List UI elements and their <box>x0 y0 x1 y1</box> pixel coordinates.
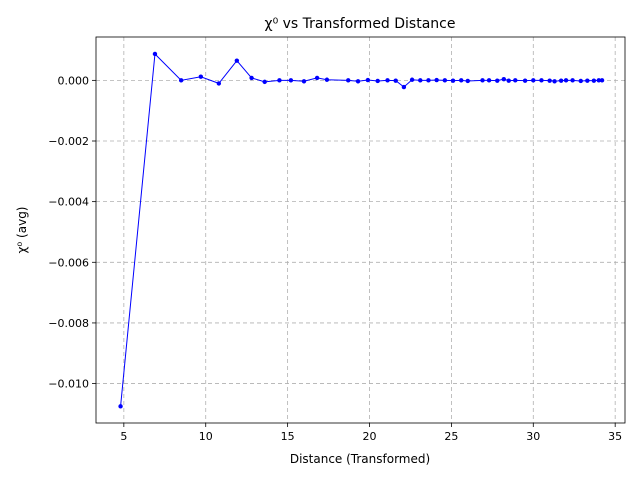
x-axis-label: Distance (Transformed) <box>290 452 430 466</box>
data-point <box>216 81 222 86</box>
data-point <box>563 78 569 83</box>
data-point <box>262 79 267 85</box>
data-point <box>385 78 390 83</box>
data-point <box>178 78 184 83</box>
x-tick-label: 15 <box>281 430 295 443</box>
data-point <box>501 76 507 82</box>
series-layer <box>118 51 605 409</box>
data-point <box>450 78 456 83</box>
data-point <box>465 78 470 84</box>
data-point <box>531 78 536 83</box>
data-point <box>442 78 448 83</box>
x-tick-label: 25 <box>444 430 458 443</box>
plot-area <box>96 37 625 423</box>
data-point <box>234 58 240 63</box>
grid-lines <box>96 37 625 423</box>
data-point <box>552 79 557 84</box>
data-point <box>277 78 282 83</box>
data-point <box>418 78 423 83</box>
data-point <box>288 78 294 83</box>
data-point <box>365 77 371 83</box>
data-point <box>506 78 511 83</box>
data-point <box>522 78 528 83</box>
data-point <box>393 78 398 83</box>
data-point <box>578 78 583 84</box>
data-point <box>375 78 380 84</box>
data-point <box>152 51 158 57</box>
data-point <box>355 79 361 84</box>
data-point <box>301 79 307 84</box>
plot-frame <box>95 36 626 424</box>
data-point <box>599 78 605 83</box>
data-point <box>118 404 123 409</box>
data-point <box>480 78 485 83</box>
y-tick-label: 0.000 <box>58 74 90 87</box>
data-point <box>495 78 500 83</box>
data-point <box>346 78 351 83</box>
x-tick-label: 10 <box>199 430 213 443</box>
data-point <box>324 77 330 82</box>
data-point <box>409 77 415 82</box>
data-point <box>539 78 544 83</box>
x-tick-label: 5 <box>120 430 127 443</box>
data-point <box>591 78 597 83</box>
x-tick-label: 20 <box>363 430 377 443</box>
data-point <box>434 77 439 83</box>
data-point <box>459 78 464 83</box>
y-tick-label: −0.006 <box>48 256 89 269</box>
data-point <box>198 74 204 79</box>
x-axis: 5 10 15 20 25 30 35 <box>120 423 622 443</box>
x-tick-label: 35 <box>608 430 622 443</box>
y-tick-label: −0.010 <box>48 378 89 391</box>
data-point <box>570 78 575 83</box>
data-point <box>596 78 601 83</box>
chart-title: χ⁰ vs Transformed Distance <box>265 16 456 32</box>
y-axis-label: χ⁰ (avg) <box>15 207 29 254</box>
y-tick-label: −0.002 <box>48 135 89 148</box>
y-tick-label: −0.004 <box>48 196 89 209</box>
x-tick-label: 30 <box>526 430 540 443</box>
data-point <box>547 78 552 83</box>
data-point <box>426 78 431 83</box>
data-point <box>513 78 518 83</box>
y-axis: −0.010 −0.008 −0.006 −0.004 −0.002 0.000 <box>48 74 96 391</box>
data-point <box>249 75 254 81</box>
data-point <box>314 75 320 81</box>
data-point <box>585 78 590 83</box>
data-point <box>486 78 492 83</box>
data-point <box>401 84 407 90</box>
y-tick-label: −0.008 <box>48 317 89 330</box>
data-point <box>558 78 564 83</box>
